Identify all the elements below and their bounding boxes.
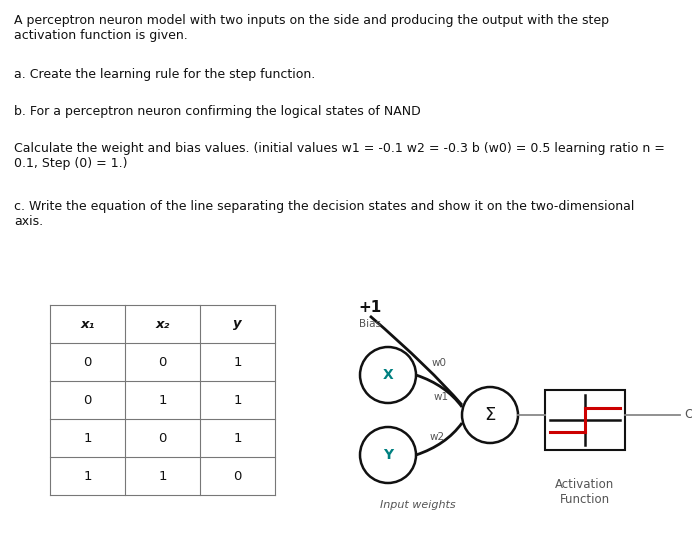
Text: 0: 0 [83,355,91,369]
Text: a. Create the learning rule for the step function.: a. Create the learning rule for the step… [14,68,316,81]
Text: 0: 0 [83,394,91,406]
Text: w2: w2 [430,432,445,442]
Text: y: y [233,317,242,330]
Text: 0: 0 [158,355,167,369]
Text: 1: 1 [233,355,242,369]
Text: Bias: Bias [359,319,381,329]
Text: x₂: x₂ [156,317,170,330]
Text: b. For a perceptron neuron confirming the logical states of NAND: b. For a perceptron neuron confirming th… [14,105,421,118]
Text: c. Write the equation of the line separating the decision states and show it on : c. Write the equation of the line separa… [14,200,635,228]
Text: 1: 1 [233,431,242,444]
Text: Calculate the weight and bias values. (initial values w1 = -0.1 w2 = -0.3 b (w0): Calculate the weight and bias values. (i… [14,142,665,170]
Text: x₁: x₁ [80,317,95,330]
Text: w0: w0 [432,358,447,368]
Text: A perceptron neuron model with two inputs on the side and producing the output w: A perceptron neuron model with two input… [14,14,609,42]
Text: 1: 1 [83,431,92,444]
Text: OUT: OUT [684,409,692,421]
Text: 1: 1 [158,469,167,483]
Text: Input weights: Input weights [380,500,456,510]
Text: 1: 1 [158,394,167,406]
Text: Y: Y [383,448,393,462]
Text: Σ: Σ [484,406,495,424]
Text: 0: 0 [233,469,242,483]
Text: 1: 1 [83,469,92,483]
Text: 0: 0 [158,431,167,444]
Text: 1: 1 [233,394,242,406]
Text: +1: +1 [358,300,381,315]
Text: Activation
Function: Activation Function [556,478,614,506]
Text: w1: w1 [434,392,449,402]
Bar [545,390,625,450]
Text: X: X [383,368,393,382]
